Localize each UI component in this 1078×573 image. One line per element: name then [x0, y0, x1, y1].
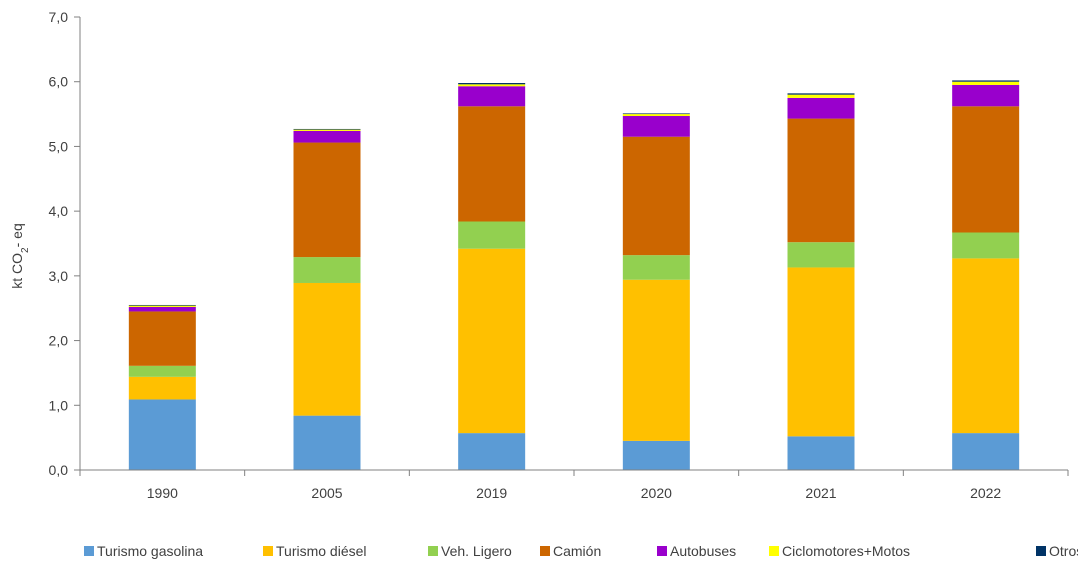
x-tick-label: 2021 [805, 485, 836, 501]
y-tick-label: 7,0 [49, 9, 69, 25]
legend-swatch [1036, 546, 1046, 556]
bar-segment-2020-6 [622, 113, 690, 115]
legend-swatch [657, 546, 667, 556]
legend-swatch [769, 546, 779, 556]
bar-segment-2019-6 [458, 83, 526, 85]
bar-segment-2005-5 [293, 129, 361, 131]
bar-segment-2021-4 [787, 97, 855, 119]
bar-segment-2005-2 [293, 257, 361, 283]
bar-segment-2021-1 [787, 267, 855, 437]
bar-segment-2005-0 [293, 415, 361, 470]
bar-segment-2019-1 [458, 248, 526, 434]
y-tick-label: 6,0 [49, 74, 69, 90]
bar-segment-2022-6 [952, 80, 1020, 82]
bar-segment-2022-3 [952, 106, 1020, 233]
bar-segment-2005-3 [293, 142, 361, 258]
y-tick-label: 4,0 [49, 203, 69, 219]
legend-label: Camión [553, 543, 601, 559]
bar-segment-2021-2 [787, 242, 855, 268]
legend-label: Autobuses [670, 543, 736, 559]
bar-segment-2020-3 [622, 136, 690, 256]
bar-segment-1990-6 [128, 304, 196, 306]
bar-segment-2021-3 [787, 118, 855, 243]
bar-segment-2005-4 [293, 130, 361, 143]
y-axis-title-prefix: kt CO [9, 253, 25, 289]
bar-segment-2020-5 [622, 114, 690, 117]
bar-segment-2019-5 [458, 84, 526, 87]
x-tick-label: 1990 [147, 485, 178, 501]
legend-label: Otros [1049, 543, 1078, 559]
legend-label: Turismo gasolina [97, 543, 203, 559]
bar-segment-2022-1 [952, 258, 1020, 434]
bar-segment-2022-4 [952, 84, 1020, 107]
y-axis-title: kt CO2- eq [9, 223, 31, 288]
x-tick-label: 2005 [311, 485, 342, 501]
y-tick-label: 5,0 [49, 138, 69, 154]
y-axis-title-suffix: - eq [9, 223, 25, 247]
axes-layer: 0,0 1,0 2,0 3,0 4,0 5,0 6,0 7,0 1990 2005 2019 2020… [49, 9, 1069, 501]
bar-segment-1990-3 [128, 311, 196, 366]
bar-segment-2019-0 [458, 433, 526, 470]
bar-segment-2021-0 [787, 436, 855, 470]
y-tick-label: 1,0 [49, 397, 69, 413]
x-tick-label: 2020 [641, 485, 672, 501]
legend-label: Ciclomotores+Motos [782, 543, 910, 559]
bar-segment-1990-1 [128, 376, 196, 400]
bar-segment-2020-0 [622, 440, 690, 470]
x-tick-label: 2019 [476, 485, 507, 501]
bar-segment-2005-6 [293, 128, 361, 130]
x-tick-label: 2022 [970, 485, 1001, 501]
bar-segment-2020-4 [622, 116, 690, 137]
bar-segment-2022-2 [952, 232, 1020, 259]
bar-segment-1990-2 [128, 365, 196, 377]
legend-label: Veh. Ligero [441, 543, 512, 559]
y-tick-label: 3,0 [49, 268, 69, 284]
legend-swatch [84, 546, 94, 556]
bars-layer [128, 80, 1020, 470]
bar-segment-2019-3 [458, 106, 526, 222]
bar-segment-2022-0 [952, 433, 1020, 470]
legend-label: Turismo diésel [276, 543, 367, 559]
y-axis-title-subscript: 2 [20, 247, 31, 253]
legend-swatch [263, 546, 273, 556]
bar-segment-2005-1 [293, 282, 361, 416]
y-tick-label: 0,0 [49, 462, 69, 478]
bar-segment-2019-2 [458, 221, 526, 249]
bar-segment-2020-2 [622, 255, 690, 280]
legend-swatch [428, 546, 438, 556]
bar-segment-2020-1 [622, 279, 690, 441]
bar-segment-2021-6 [787, 93, 855, 95]
bar-segment-1990-5 [128, 305, 196, 307]
bar-segment-1990-4 [128, 306, 196, 312]
bar-segment-2021-5 [787, 94, 855, 98]
bar-segment-2019-4 [458, 86, 526, 107]
y-tick-label: 2,0 [49, 333, 69, 349]
legend-swatch [540, 546, 550, 556]
bar-segment-2022-5 [952, 81, 1020, 85]
bar-segment-1990-0 [128, 399, 196, 470]
legend: Turismo gasolina Turismo diésel Veh. Liger… [84, 543, 1078, 559]
